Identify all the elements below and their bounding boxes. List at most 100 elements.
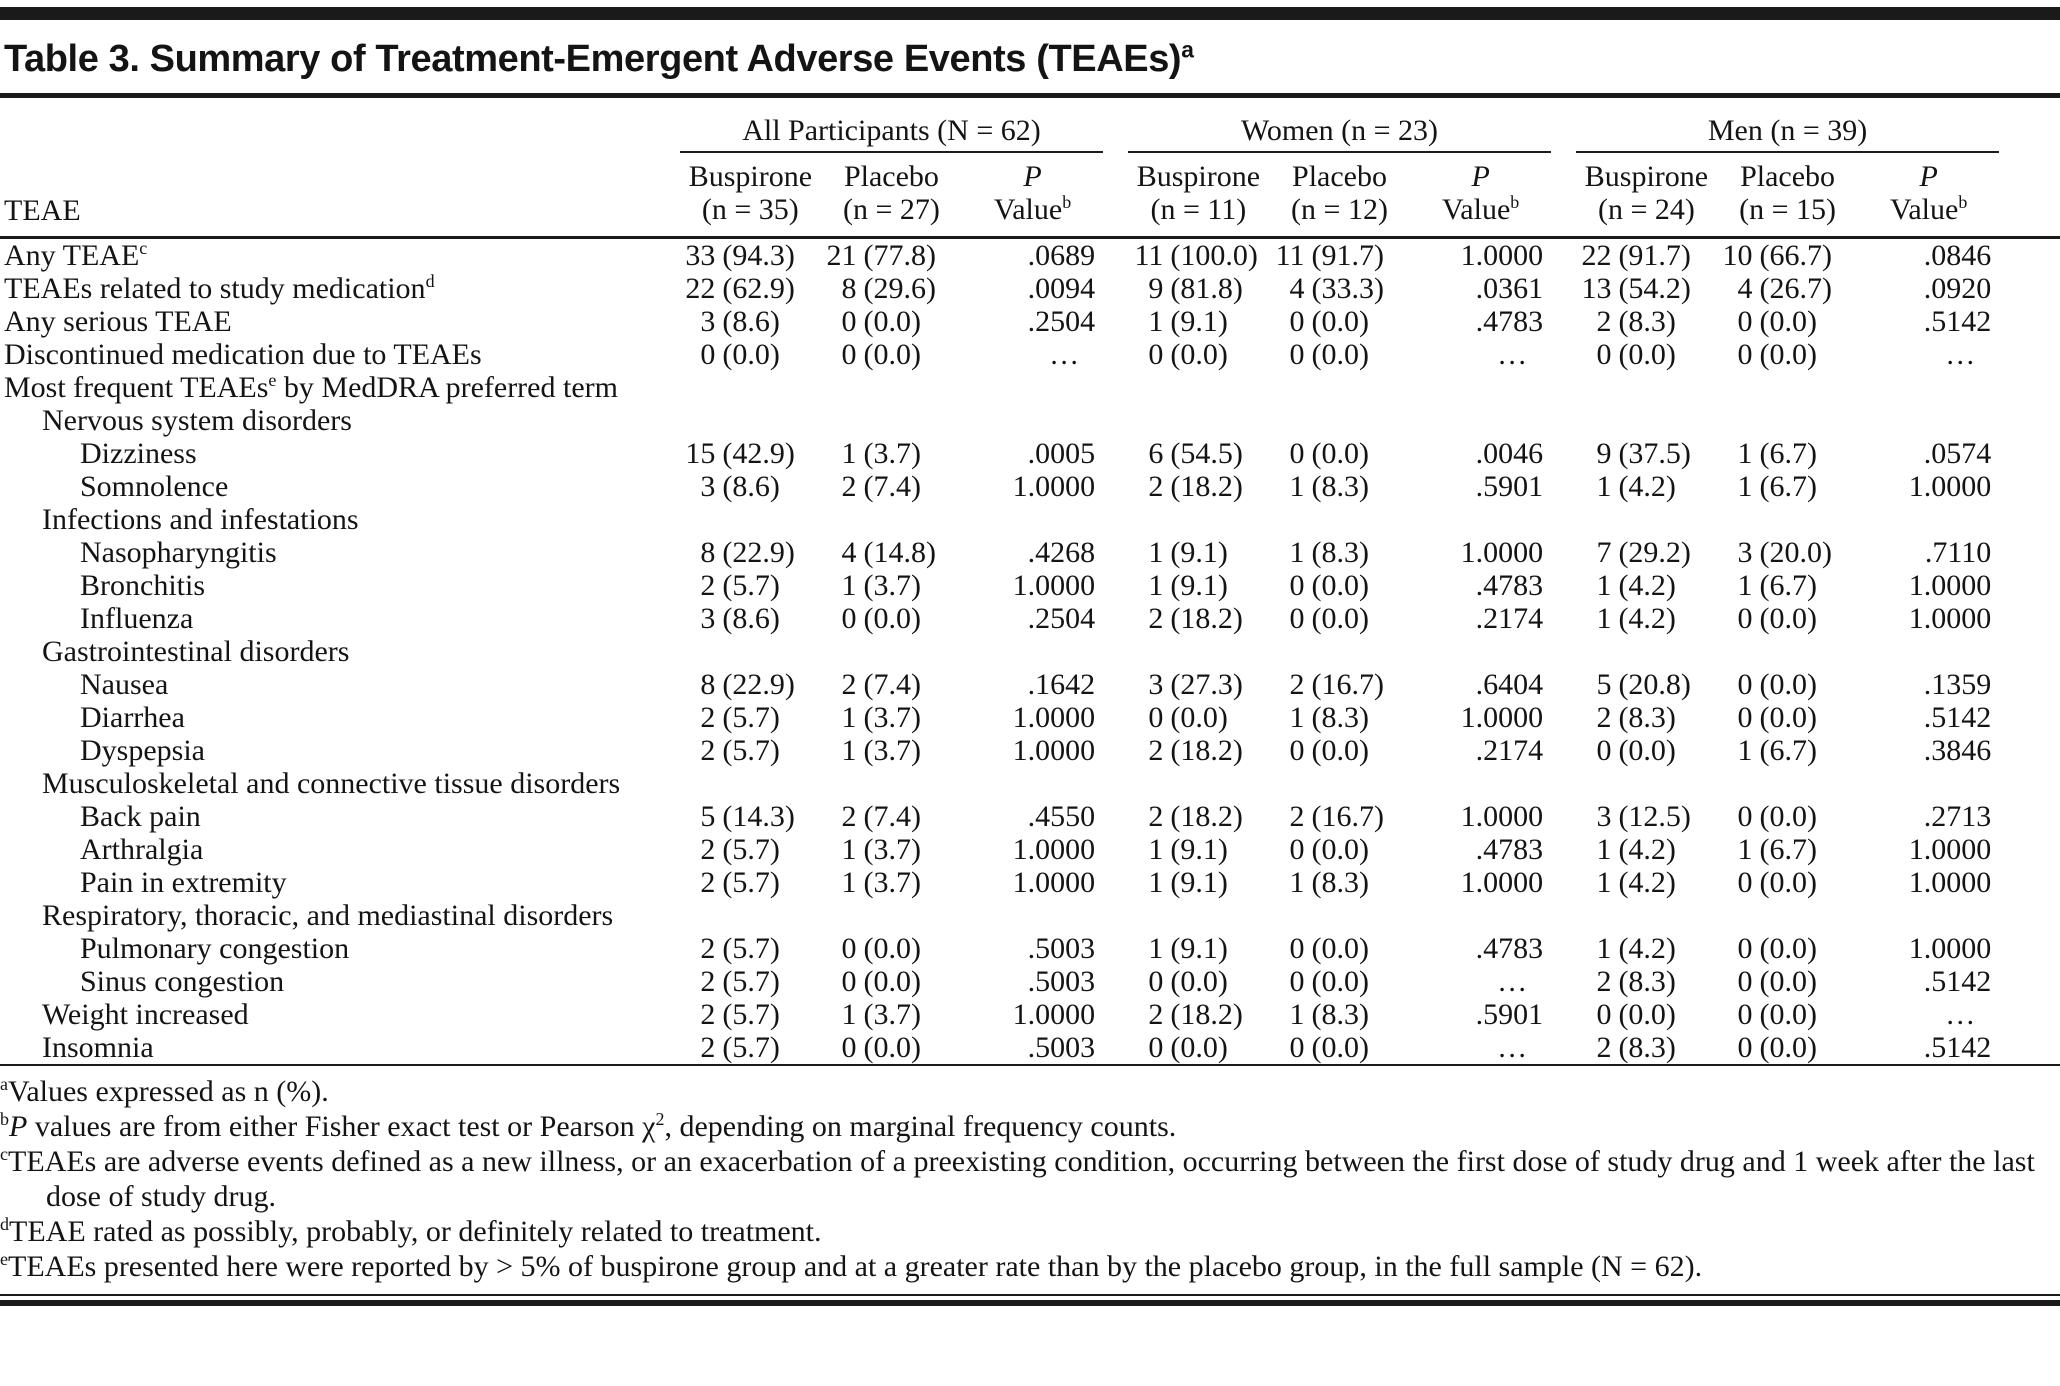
p-value-cell: .4783: [1475, 931, 1544, 965]
value-pair: 11 (91.7): [1274, 239, 1406, 272]
bottom-thin-rule: [0, 1293, 2060, 1296]
count: 1: [841, 700, 857, 734]
data-cell: 0 (0.0): [1717, 866, 1858, 899]
count: 1: [1596, 832, 1612, 866]
count: 2: [1148, 799, 1164, 833]
column-gap: [1103, 98, 1128, 152]
count: 1: [1737, 469, 1753, 503]
count: 8: [700, 535, 716, 569]
value-pair: 0 (0.0): [1132, 965, 1264, 998]
value-pair: 3 (20.0): [1722, 536, 1854, 569]
value-pair: 0 (0.0): [1580, 998, 1712, 1031]
percent: (9.1): [1170, 931, 1228, 965]
data-cell: 1 (3.7): [821, 437, 962, 470]
data-cell: [1576, 635, 1717, 668]
table-row: Sinus congestion 2 (5.7) 0 (0.0) .5003 0 (0.0) 0…: [0, 965, 2060, 998]
percent: (8.3): [1618, 1030, 1676, 1064]
count: 0: [1737, 799, 1753, 833]
table-row: Weight increased 2 (5.7) 1 (3.7) 1.0000 2 (18.2…: [0, 998, 2060, 1031]
teae-table: TEAE All Participants (N = 62) Women (n …: [0, 98, 2060, 1064]
right-margin: [1999, 98, 2060, 239]
column-gap: [1103, 1031, 1128, 1064]
count: 1: [1148, 304, 1164, 338]
value-pair: 1 (8.3): [1274, 866, 1406, 899]
p-value-cell: 1.0000: [1908, 832, 1992, 866]
value-pair: 1 (3.7): [825, 833, 957, 866]
row-label: Sinus congestion: [0, 965, 680, 998]
count: 2: [700, 700, 716, 734]
count: 0: [841, 304, 857, 338]
bottom-thick-rule: [0, 1299, 2060, 1306]
percent: (8.3): [1311, 469, 1369, 503]
percent: (5.7): [722, 568, 780, 602]
column-gap: [1551, 338, 1576, 371]
percent: (9.1): [1170, 304, 1228, 338]
data-cell: 2 (5.7): [680, 833, 821, 866]
p-value-cell: .2504: [1027, 601, 1096, 635]
column-gap: [1551, 569, 1576, 602]
count: 9: [1148, 271, 1164, 305]
p-value-cell: 1.0000: [1908, 469, 1992, 503]
value-pair: 0 (0.0): [1722, 701, 1854, 734]
p-value-cell: [1410, 503, 1551, 536]
percent: (37.5): [1618, 436, 1691, 470]
table-row: Respiratory, thoracic, and mediastinal d…: [0, 899, 2060, 932]
count: 2: [1148, 469, 1164, 503]
percent: (14.3): [722, 799, 795, 833]
p-value-cell: .1359: [1923, 667, 1992, 701]
data-cell: 0 (0.0): [1269, 305, 1410, 338]
percent: (0.0): [1311, 832, 1369, 866]
value-pair: 2 (7.4): [825, 470, 957, 503]
group-header-men: Men (n = 39): [1575, 98, 2000, 153]
row-label: Pulmonary congestion: [0, 932, 680, 965]
value-pair: 1 (4.2): [1580, 602, 1712, 635]
row-label: Somnolence: [0, 470, 680, 503]
value-pair: 21 (77.8): [825, 239, 957, 272]
data-cell: 3 (8.6): [680, 470, 821, 503]
data-cell: [821, 899, 962, 932]
value-pair: 0 (0.0): [1274, 965, 1406, 998]
superscript-marker: a: [0, 1073, 8, 1094]
count: 1: [1148, 865, 1164, 899]
value-pair: 2 (18.2): [1132, 734, 1264, 767]
value-pair: 1 (8.3): [1274, 470, 1406, 503]
data-cell: [1717, 767, 1858, 800]
value-pair: 1 (4.2): [1580, 569, 1712, 602]
count: 0: [1289, 568, 1305, 602]
count: 2: [1148, 733, 1164, 767]
percent: (3.7): [863, 997, 921, 1031]
count: 2: [1596, 964, 1612, 998]
right-margin: [1999, 1031, 2060, 1064]
data-cell: 0 (0.0): [1269, 932, 1410, 965]
text-segment: P: [9, 1109, 28, 1143]
text-segment: Dyspepsia: [80, 733, 205, 767]
value-pair: 3 (12.5): [1580, 800, 1712, 833]
p-value-cell: .4783: [1475, 568, 1544, 602]
value-pair: 0 (0.0): [1722, 965, 1854, 998]
column-gap: [1103, 635, 1128, 668]
superscript-marker: d: [425, 270, 435, 291]
data-cell: [680, 635, 821, 668]
count: 0: [841, 964, 857, 998]
count: 2: [841, 667, 857, 701]
row-label: Arthralgia: [0, 833, 680, 866]
superscript-marker: c: [0, 1143, 8, 1164]
table-row: Infections and infestations: [0, 503, 2060, 536]
column-gap: [1551, 668, 1576, 701]
table-title-text: Table 3. Summary of Treatment-Emergent A…: [4, 38, 1182, 80]
data-cell: 1 (6.7): [1717, 569, 1858, 602]
column-gap: [1103, 437, 1128, 470]
count: 1: [1289, 535, 1305, 569]
column-gap: [1551, 536, 1576, 569]
text-segment: Nausea: [80, 667, 169, 701]
data-cell: 0 (0.0): [1269, 734, 1410, 767]
data-cell: 3 (8.6): [680, 602, 821, 635]
data-cell: 0 (0.0): [1576, 998, 1717, 1031]
p-value-cell: [1410, 767, 1551, 800]
text-segment: Diarrhea: [80, 700, 185, 734]
text-segment: Sinus congestion: [80, 964, 285, 998]
value-pair: 2 (5.7): [684, 1031, 816, 1064]
text-segment: TEAEs are adverse events defined as a ne…: [8, 1144, 2035, 1213]
column-header-buspirone-all: Buspirone (n = 35): [679, 151, 821, 239]
value-pair: 3 (27.3): [1132, 668, 1264, 701]
